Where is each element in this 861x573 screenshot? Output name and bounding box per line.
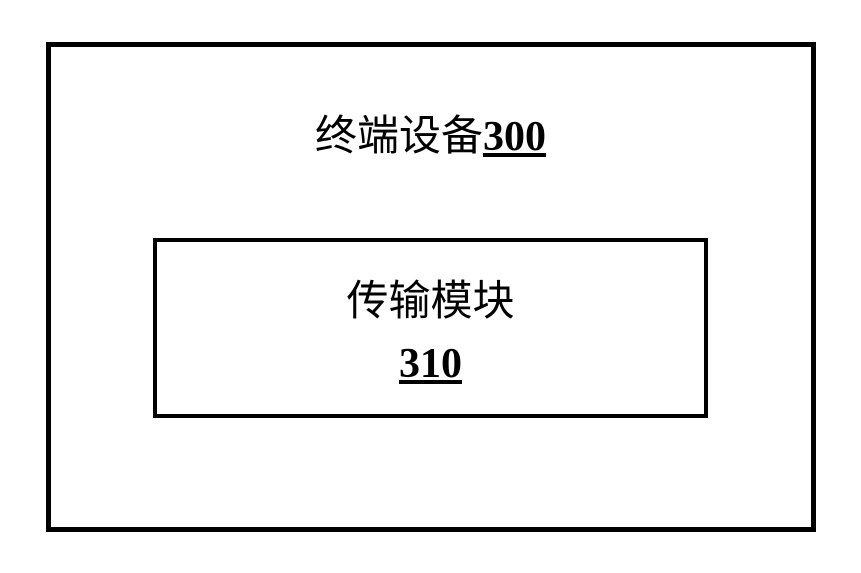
- inner-box-label: 传输模块: [346, 267, 514, 328]
- inner-module-box: 传输模块 310: [153, 238, 708, 418]
- outer-title-label: 终端设备: [315, 114, 483, 160]
- outer-title-ref-number: 300: [483, 114, 546, 160]
- outer-container-box: 终端设备300 传输模块 310: [46, 42, 816, 532]
- inner-box-ref-number: 310: [399, 340, 462, 388]
- outer-box-title: 终端设备300: [315, 102, 546, 163]
